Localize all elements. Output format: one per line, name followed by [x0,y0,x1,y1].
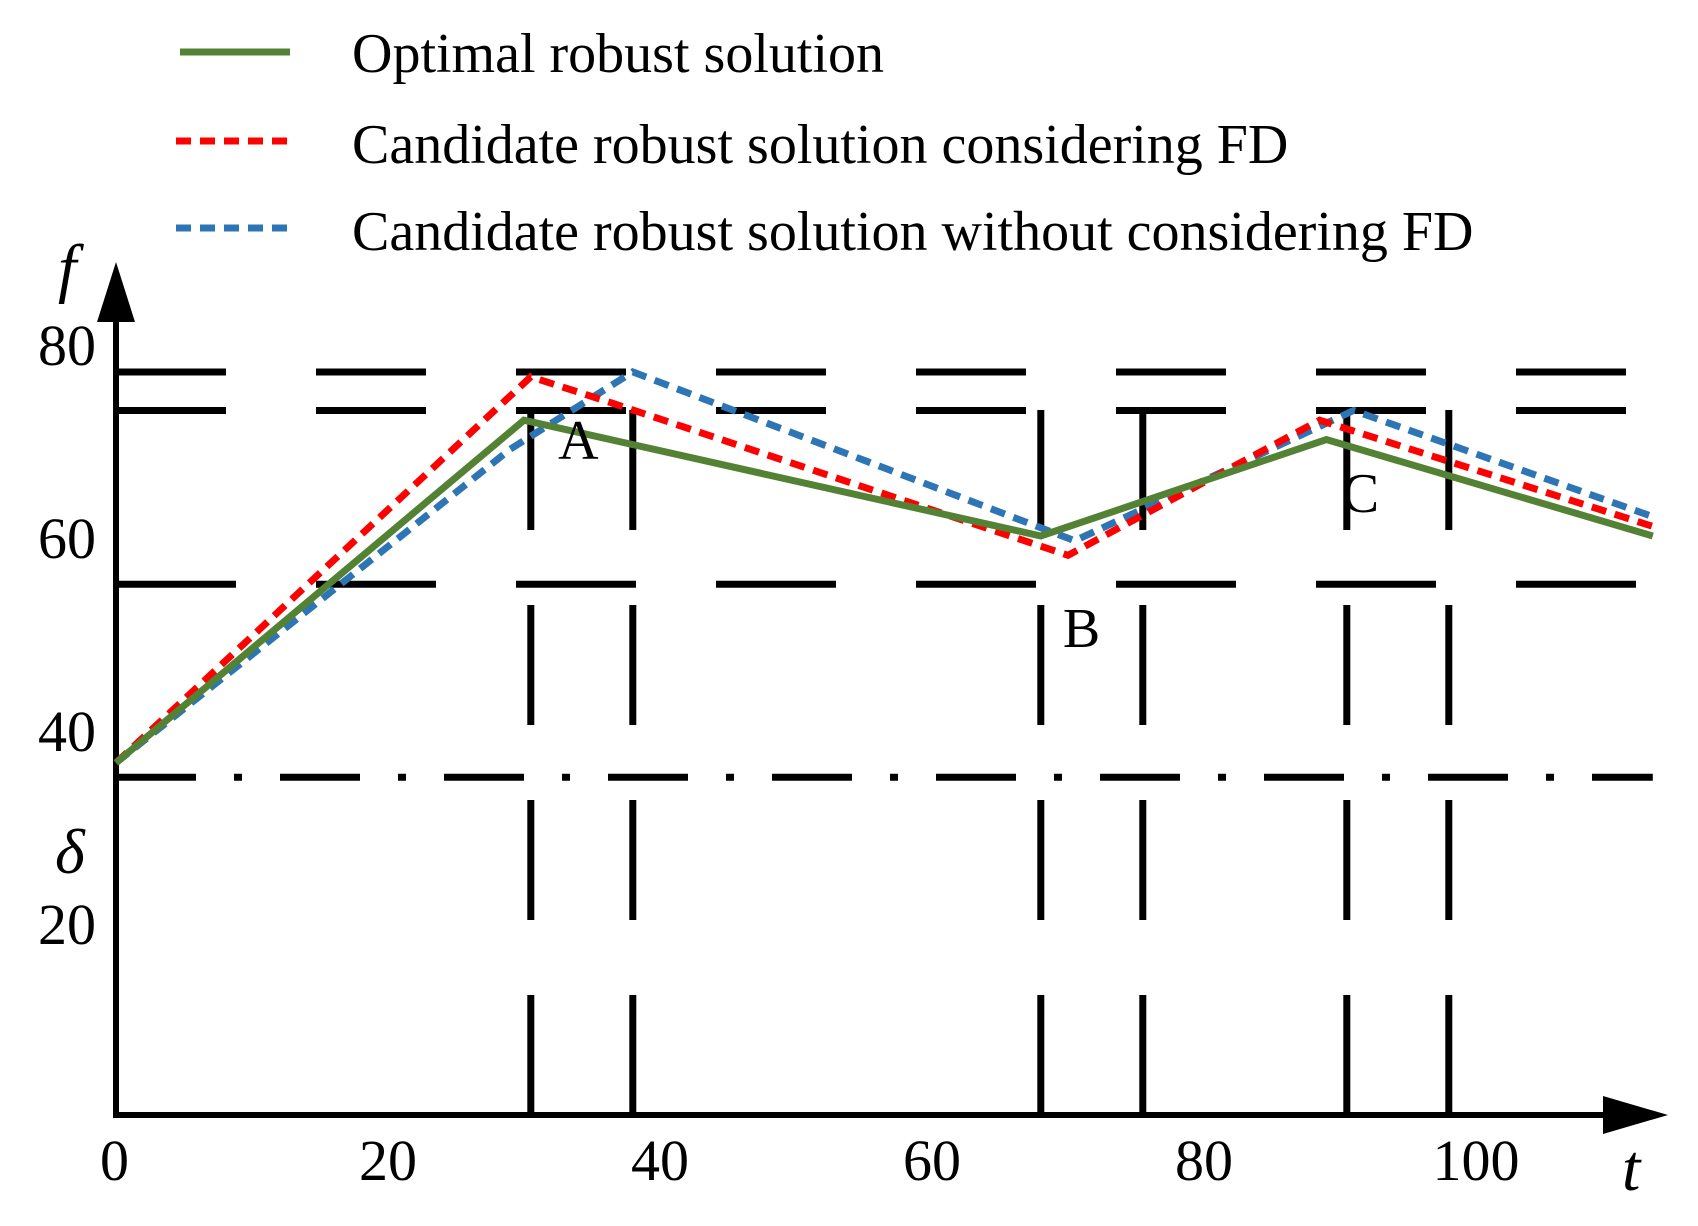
x-tick-label: 100 [1433,1128,1520,1193]
series-line-2 [113,372,1654,766]
legend: Optimal robust solution Candidate robust… [176,23,1473,263]
x-tick-label: 60 [903,1128,961,1193]
series-line-1 [113,416,1654,766]
tick-labels: 0 20 40 60 80 100 20 40 60 80 [38,313,1520,1193]
constraint-lines [116,368,1653,1115]
x-tick-label: 20 [359,1128,417,1193]
legend-item-optimal: Optimal robust solution [180,23,884,85]
axes [97,262,1668,1134]
x-axis-label: t [1622,1132,1642,1205]
y-axis-arrow-icon [97,262,135,322]
legend-label-considering-fd: Candidate robust solution considering FD [352,114,1288,176]
x-tick-label: 80 [1175,1128,1233,1193]
y-tick-label: 20 [38,892,96,957]
point-label-b: B [1063,598,1100,660]
legend-label-optimal: Optimal robust solution [352,23,884,85]
y-tick-label: 80 [38,313,96,378]
legend-item-considering-fd: Candidate robust solution considering FD [176,114,1288,176]
x-axis-arrow-icon [1603,1096,1668,1134]
series-line-3 [113,368,1654,766]
y-axis-label: f [58,232,84,305]
y-tick-label: 40 [38,699,96,764]
legend-item-without-fd: Candidate robust solution without consid… [176,201,1473,263]
delta-label: δ [55,816,86,887]
x-tick-label: 40 [631,1128,689,1193]
series-lines [113,368,1654,766]
x-tick-label: 0 [100,1128,129,1193]
point-label-a: A [558,410,599,472]
point-annotations: A B C [558,410,1379,660]
y-tick-label: 60 [38,506,96,571]
point-label-c: C [1342,463,1379,525]
legend-label-without-fd: Candidate robust solution without consid… [352,201,1473,263]
